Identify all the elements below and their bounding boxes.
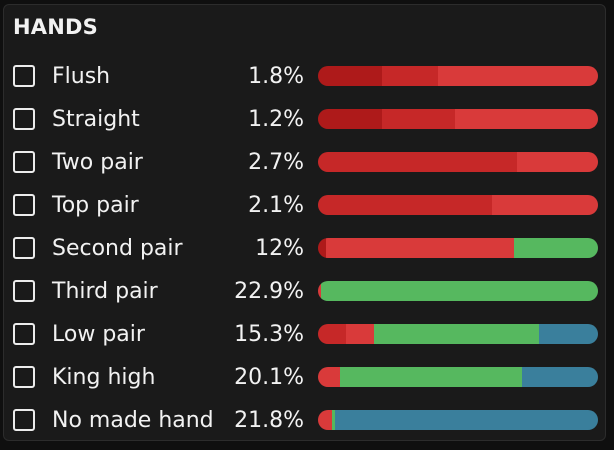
equity-bar [318,195,598,215]
equity-bar-segment [318,152,517,172]
hand-percentage: 12% [255,236,304,261]
hand-percentage: 2.1% [248,193,304,218]
equity-bar-segment [318,195,492,215]
panel-title: HANDS [13,15,98,39]
hand-row: Straight 1.2% [4,104,605,138]
hand-label: Two pair [52,150,143,175]
equity-bar-segment [320,281,598,301]
hand-row: No made hand 21.8% [4,405,605,439]
hand-checkbox[interactable] [13,65,35,87]
equity-bar-segment [491,195,598,215]
equity-bar-segment [455,109,598,129]
hand-label: Straight [52,107,140,132]
hand-row: Flush 1.8% [4,61,605,95]
equity-bar [318,410,598,430]
hand-label: Top pair [52,193,139,218]
hand-checkbox[interactable] [13,323,35,345]
hand-percentage: 1.2% [248,107,304,132]
hands-panel: HANDS Flush 1.8% Straight 1.2% Two pair 2.7% T… [3,4,606,441]
equity-bar-segment [332,410,335,430]
hand-percentage: 2.7% [248,150,304,175]
equity-bar-segment [522,367,598,387]
hand-row: Top pair 2.1% [4,190,605,224]
hand-label: King high [52,365,156,390]
equity-bar-segment [516,152,598,172]
hand-checkbox[interactable] [13,151,35,173]
hand-row: Two pair 2.7% [4,147,605,181]
hand-row: Low pair 15.3% [4,319,605,353]
equity-bar-segment [326,238,514,258]
equity-bar-segment [438,66,598,86]
equity-bar-segment [539,324,598,344]
hand-percentage: 1.8% [248,64,304,89]
equity-bar-segment [318,324,346,344]
hand-row: King high 20.1% [4,362,605,396]
equity-bar [318,109,598,129]
equity-bar [318,66,598,86]
equity-bar [318,152,598,172]
hand-label: Second pair [52,236,183,261]
hand-checkbox[interactable] [13,280,35,302]
equity-bar-segment [513,238,598,258]
equity-bar [318,367,598,387]
equity-bar-segment [318,367,341,387]
hand-label: Low pair [52,322,145,347]
equity-bar-segment [374,324,540,344]
hand-percentage: 15.3% [234,322,304,347]
equity-bar-segment [318,410,332,430]
equity-bar [318,281,598,301]
equity-bar-segment [318,281,321,301]
hand-percentage: 20.1% [234,365,304,390]
hand-checkbox[interactable] [13,366,35,388]
equity-bar-segment [318,66,383,86]
hand-row: Second pair 12% [4,233,605,267]
equity-bar-segment [346,324,374,344]
equity-bar-segment [334,410,598,430]
hand-row: Third pair 22.9% [4,276,605,310]
hand-checkbox[interactable] [13,194,35,216]
equity-bar [318,238,598,258]
hand-checkbox[interactable] [13,409,35,431]
equity-bar [318,324,598,344]
hand-label: No made hand [52,408,214,433]
hand-percentage: 21.8% [234,408,304,433]
equity-bar-segment [318,109,383,129]
equity-bar-segment [382,109,456,129]
hand-checkbox[interactable] [13,108,35,130]
equity-bar-segment [318,238,327,258]
equity-bar-segment [382,66,439,86]
equity-bar-segment [340,367,523,387]
hand-checkbox[interactable] [13,237,35,259]
hand-label: Third pair [52,279,158,304]
hand-label: Flush [52,64,111,89]
hand-percentage: 22.9% [234,279,304,304]
